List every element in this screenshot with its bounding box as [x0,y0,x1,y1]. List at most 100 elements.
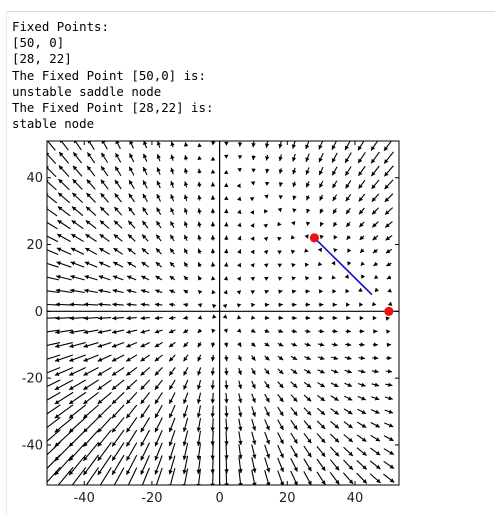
field-arrow-head [319,208,324,214]
field-arrow-head [291,221,296,226]
field-arrow-head [348,451,353,456]
field-arrow-head [224,222,229,227]
field-arrow [318,141,324,150]
field-arrow-head [237,142,243,147]
field-arrow-head [345,288,350,294]
field-arrow [156,167,161,175]
field-arrow-head [291,289,297,294]
field-arrow-head [197,248,202,254]
field-arrow-head [263,250,269,255]
field-arrow [97,417,112,433]
field-arrow [250,263,255,268]
field-arrow-head [140,302,145,307]
field-arrow [169,234,175,242]
field-arrow [305,221,311,227]
field-arrow-head [264,355,270,361]
field-arrow [196,430,201,446]
field-arrow [251,418,257,431]
field-arrow [111,404,125,419]
field-arrow-head [126,427,131,433]
field-arrow [68,366,87,376]
field-arrow [197,234,202,241]
field-arrow-head [334,451,340,457]
field-arrow-head [197,342,202,348]
field-arrow-head [373,329,378,334]
field-arrow-head [291,156,297,162]
field-arrow [291,328,297,334]
field-arrow [357,151,366,164]
field-arrow [318,302,324,307]
field-arrow-head [374,396,380,401]
field-arrow [140,329,150,334]
field-arrow-shaft [47,262,59,268]
field-arrow [97,366,112,376]
field-arrow [70,247,85,255]
field-arrow-head [112,302,117,307]
field-arrow [236,183,241,188]
field-arrow-head [196,399,202,404]
field-arrow [128,206,136,216]
field-arrow [47,290,60,294]
field-arrow [154,302,163,307]
field-arrow-head [360,369,366,374]
field-arrow [197,275,203,281]
field-arrow-head [182,455,187,461]
field-arrow [140,392,151,405]
field-arrow [142,153,148,162]
field-arrow-head [196,427,201,432]
field-arrow-head [358,145,363,151]
field-arrow-head [114,179,120,185]
field-arrow [264,315,270,320]
field-arrow [82,429,100,447]
field-arrow-head [84,261,90,266]
field-arrow-head [55,329,60,335]
field-arrow [47,404,61,415]
field-arrow [277,432,284,445]
field-arrow [112,302,124,307]
field-arrow-head [346,329,351,334]
field-arrow [238,431,243,446]
field-arrow [197,248,202,255]
field-arrow-head [156,180,161,186]
field-arrow-head [142,167,147,172]
field-arrow-head [156,141,161,146]
field-arrow-head [47,152,50,156]
field-arrow [290,368,298,375]
field-arrow [385,234,393,241]
field-arrow [197,354,202,362]
field-arrow [210,354,216,362]
field-arrow-head [305,302,310,307]
field-arrow-shaft [47,354,61,360]
field-arrow [383,151,394,164]
field-arrow-head [278,355,284,361]
field-arrow-head [115,153,120,158]
field-arrow [223,328,228,333]
field-arrow [264,431,270,445]
field-arrow [344,355,352,361]
field-arrow-head [71,220,77,225]
field-arrow-shaft [47,221,58,230]
field-arrow-head [140,413,145,419]
field-arrow [319,208,324,214]
output-line-point-2-heading: The Fixed Point [28,22] is: [12,100,214,116]
field-arrow-head [251,356,256,361]
field-arrow-head [224,441,229,446]
field-arrow [183,392,189,404]
field-arrow-head [385,210,390,215]
field-arrow-head [40,471,44,475]
field-arrow-head [222,303,228,309]
field-arrow-head [112,343,117,348]
field-arrow-head [69,371,74,376]
field-arrow [330,408,340,415]
field-arrow [111,366,125,376]
field-arrow-head [169,289,174,294]
field-arrow-head [236,290,242,295]
field-arrow [47,152,57,164]
field-arrow-head [97,399,103,404]
field-arrow [305,302,311,307]
field-arrow [210,182,216,187]
field-arrow-head [112,470,117,475]
field-arrow [59,141,69,151]
field-arrow-head [156,207,161,213]
field-arrow-head [70,261,76,266]
